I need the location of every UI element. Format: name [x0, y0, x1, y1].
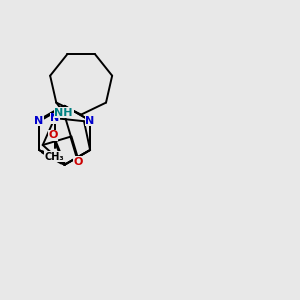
Text: N: N	[34, 116, 44, 126]
Text: O: O	[48, 130, 58, 140]
Text: N: N	[50, 113, 59, 123]
Text: O: O	[74, 157, 83, 167]
Text: NH: NH	[55, 108, 73, 118]
Text: CH₃: CH₃	[45, 152, 64, 162]
Text: N: N	[85, 116, 95, 126]
